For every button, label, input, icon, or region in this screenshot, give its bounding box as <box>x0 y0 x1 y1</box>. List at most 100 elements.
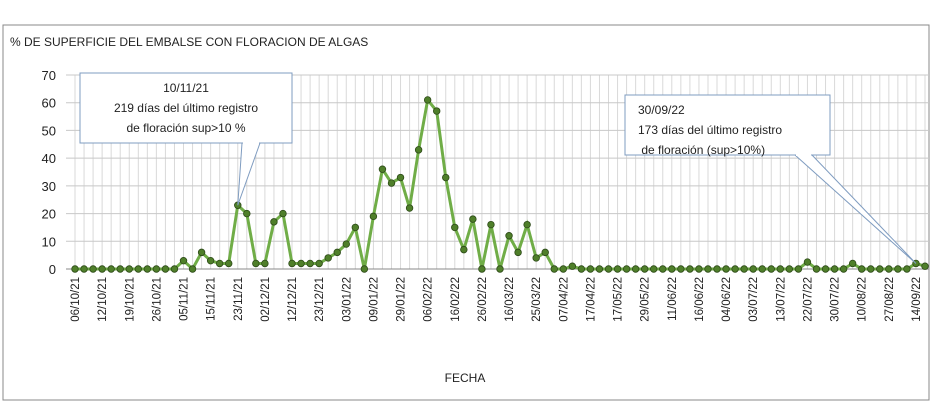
x-tick-label: 16/06/22 <box>694 277 706 322</box>
x-tick-label: 29/05/22 <box>640 277 652 322</box>
data-point <box>677 265 685 273</box>
x-axis-label: FECHA <box>445 371 486 385</box>
x-tick-label: 11/06/22 <box>667 277 679 321</box>
x-tick-label: 05/11/21 <box>179 277 191 321</box>
data-point <box>767 265 775 273</box>
y-tick-label: 70 <box>42 68 56 83</box>
x-tick-label: 27/08/22 <box>884 277 896 322</box>
annotation-text: 173 días del último registro <box>638 123 782 137</box>
data-point <box>505 232 513 240</box>
data-point <box>541 248 549 257</box>
data-point <box>333 248 341 257</box>
data-point <box>848 259 857 268</box>
data-point <box>433 107 441 115</box>
data-point <box>496 265 504 273</box>
data-point <box>442 173 450 182</box>
x-tick-label: 02/12/21 <box>260 277 272 322</box>
data-point <box>288 259 296 268</box>
chart-title: % DE SUPERFICIE DEL EMBALSE CON FLORACIO… <box>10 35 368 49</box>
x-tick-label: 14/09/22 <box>911 277 923 322</box>
data-point <box>622 265 631 273</box>
x-tick-label: 17/04/22 <box>585 277 597 322</box>
x-tick-label: 26/02/22 <box>477 277 489 322</box>
y-tick-label: 10 <box>42 234 56 249</box>
data-point <box>559 265 567 273</box>
x-tick-label: 15/11/21 <box>206 277 218 321</box>
x-tick-label: 23/11/21 <box>233 277 245 321</box>
callout-box <box>79 72 293 144</box>
data-point <box>631 265 640 273</box>
data-point <box>867 265 875 273</box>
data-point <box>776 265 785 273</box>
data-point <box>306 259 314 268</box>
annotation-text: 10/11/21 <box>163 81 209 95</box>
data-point <box>568 262 577 270</box>
data-point <box>704 265 712 273</box>
y-tick-label: 40 <box>42 151 56 166</box>
data-point <box>80 265 88 273</box>
data-point <box>225 259 233 268</box>
x-tick-label: 03/01/22 <box>341 277 353 322</box>
data-point <box>758 265 766 273</box>
x-tick-label: 12/10/21 <box>97 277 109 322</box>
y-tick-label: 20 <box>42 207 56 222</box>
data-point <box>532 254 540 262</box>
data-point <box>749 265 757 273</box>
data-point <box>387 179 396 187</box>
data-point <box>577 265 586 273</box>
annotation-text: 219 días del último registro <box>114 101 258 115</box>
data-point <box>650 265 658 273</box>
data-point <box>396 173 405 182</box>
data-point <box>369 212 378 221</box>
data-point <box>116 265 124 273</box>
x-tick-label: 25/03/22 <box>531 277 543 322</box>
data-point <box>270 218 278 226</box>
data-point <box>279 209 287 218</box>
data-point <box>695 265 703 273</box>
data-point <box>423 96 432 104</box>
data-point <box>134 265 142 273</box>
x-tick-label: 12/12/21 <box>287 277 299 322</box>
data-point <box>360 265 369 273</box>
data-point <box>722 265 730 273</box>
data-point <box>451 223 459 232</box>
x-tick-label: 26/10/21 <box>151 277 163 322</box>
x-tick-label: 06/10/21 <box>70 277 82 322</box>
x-tick-label: 16/02/22 <box>450 277 462 322</box>
data-point <box>812 265 821 273</box>
data-point <box>731 265 739 273</box>
data-point <box>243 209 251 218</box>
x-tick-label: 09/01/22 <box>368 277 380 322</box>
x-tick-label: 10/08/22 <box>857 277 869 322</box>
data-point <box>89 265 97 273</box>
data-point <box>351 223 360 232</box>
data-point <box>803 258 812 266</box>
x-tick-label: 19/10/21 <box>124 277 136 322</box>
data-point <box>252 259 260 268</box>
y-tick-label: 60 <box>42 96 56 111</box>
data-point <box>197 248 206 257</box>
data-point <box>876 265 884 273</box>
data-point <box>215 259 224 268</box>
data-point <box>107 265 115 273</box>
data-point <box>188 265 197 273</box>
data-point <box>668 265 676 273</box>
data-point <box>261 259 269 268</box>
data-point <box>315 259 323 268</box>
data-point <box>858 265 866 273</box>
data-point <box>595 265 604 273</box>
annotation-text: 30/09/22 <box>638 103 685 117</box>
data-point <box>686 265 694 273</box>
data-point <box>324 254 332 262</box>
x-tick-label: 07/04/22 <box>558 277 570 322</box>
data-point <box>894 265 902 273</box>
data-point <box>206 256 215 265</box>
data-point <box>487 220 495 229</box>
y-tick-label: 50 <box>42 123 56 138</box>
data-point <box>830 265 839 273</box>
x-tick-label: 29/01/22 <box>396 277 408 322</box>
x-tick-label: 30/07/22 <box>830 277 842 322</box>
data-point <box>143 265 152 273</box>
data-point <box>179 256 188 265</box>
